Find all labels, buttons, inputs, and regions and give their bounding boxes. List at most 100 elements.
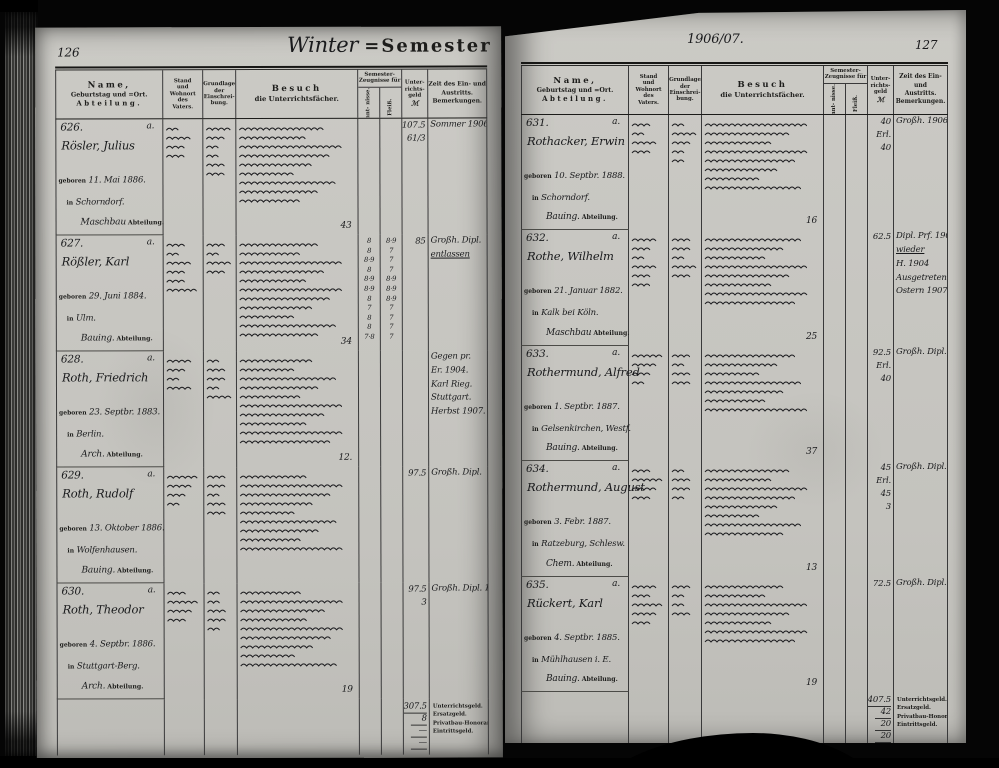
column-header-geld: Unter-richts-geld ℳ: [868, 66, 894, 114]
birth-date-row: geboren 23. Septbr. 1883.: [59, 399, 160, 418]
handwriting-scribble: [206, 493, 220, 497]
footer-empty-cell: [846, 692, 868, 743]
column-header-stand-line: Wohnort: [635, 86, 662, 93]
birth-date-row: geboren 11. Mai 1886.: [58, 167, 145, 186]
department: Arch.: [81, 449, 105, 460]
handwriting-scribble: [206, 359, 220, 363]
column-header-zeit-line: Bemerkungen.: [432, 97, 483, 105]
handwriting-scribble: [165, 127, 179, 132]
handwriting-scribble: [704, 523, 801, 528]
handwriting-block: [704, 348, 821, 414]
column-header-grundlage-line: bung.: [210, 100, 228, 107]
grades-kenntnisse-cell: [359, 466, 382, 583]
tuition-fee: 92.5: [872, 347, 891, 358]
handwriting-scribble: [240, 609, 325, 613]
abteilung-label: Abteilung.: [581, 214, 618, 222]
birth-date-row: geboren 3. Febr. 1887.: [524, 509, 611, 528]
grades-kenntnisse-cell: [824, 115, 846, 231]
subject-total: 13: [805, 562, 817, 573]
handwriting-block: [206, 237, 234, 276]
department-row: Bauing. Abteilung.: [81, 565, 153, 575]
department-row: Bauing. Abteilung.: [546, 674, 618, 684]
column-header-zeit-line: Austritts.: [904, 90, 937, 97]
handwriting-scribble: [206, 270, 226, 274]
subject-total: 37: [805, 447, 817, 458]
handwriting-block: [205, 121, 233, 178]
tuition-fee: 40: [880, 373, 892, 384]
handwriting-scribble: [166, 377, 180, 382]
handwriting-block: [165, 121, 200, 160]
grades-fleiss-cell: [846, 115, 868, 231]
subjects-cell: 25: [702, 230, 824, 346]
grade-kenntnisse: 7·8: [364, 332, 375, 341]
handwriting-scribble: [239, 422, 307, 426]
geboren-label: geboren: [524, 403, 552, 411]
column-header-stand-line: Vaters.: [638, 99, 659, 106]
handwriting-scribble: [671, 469, 685, 474]
birth-date: 11. Mai 1886.: [85, 175, 146, 186]
tuition-fee-cell: [402, 350, 430, 467]
handwriting-scribble: [166, 252, 180, 257]
book-spine: [5, 12, 38, 756]
grade-fleiss: 7: [389, 332, 394, 341]
abteilung-label: Abteilung.: [581, 445, 618, 453]
handwriting-scribble: [704, 487, 808, 492]
handwriting-scribble: [240, 627, 344, 631]
tuition-fee: 107.5: [402, 120, 426, 131]
grade-kenntnisse: 8: [367, 323, 372, 332]
remark-line: Großh. Dipl. 1905.: [896, 462, 947, 473]
handwriting-scribble: [671, 238, 691, 243]
handwriting-block: [671, 117, 699, 165]
handwriting-scribble: [206, 475, 226, 479]
handwriting-scribble: [239, 493, 331, 497]
table-footer-row: 307.5 8— — Unterrichtsgeld. Ersatzgeld. Priva…: [56, 698, 489, 756]
handwriting-block: [238, 121, 355, 205]
scan-border: [0, 758, 999, 768]
abteilung-label: Abteilung.: [127, 219, 165, 227]
fee-legend-line: Unterrichtsgeld.: [432, 703, 483, 710]
entry-annotation: a.: [612, 578, 620, 589]
footer-empty-cell: [629, 692, 669, 743]
entry-number: 628.: [60, 353, 84, 366]
handwriting-scribble: [240, 636, 331, 640]
zeugnisse-wrap: Semester- Zeugnisse für Kennt- nisse. Flei…: [824, 66, 867, 114]
grade-kenntnisse: 8: [367, 265, 372, 274]
semester-title: Winter =Semester: [287, 32, 492, 57]
birth-date-row: geboren 13. Oktober 1886.: [59, 515, 164, 534]
birth-place: Gelsenkirchen, Westf.: [538, 423, 631, 434]
subjects-cell: 16: [702, 115, 824, 231]
handwriting-block: [167, 585, 202, 624]
remark-line: Stuttgart.: [431, 392, 472, 403]
handwriting-scribble: [165, 154, 185, 159]
column-header-name-line: Abteilung.: [542, 93, 608, 103]
entry-number: 626.: [60, 121, 83, 134]
footer-empty-cell: [359, 698, 382, 755]
handwriting-scribble: [239, 288, 343, 292]
geboren-label: geboren: [524, 173, 552, 180]
footer-empty-cell: [381, 698, 404, 755]
abteilung-label: Abteilung.: [576, 560, 613, 568]
abteilung-label: Abteilung.: [106, 451, 143, 459]
father-cell: [629, 576, 669, 693]
handwriting-scribble: [206, 252, 220, 256]
handwriting-scribble: [704, 247, 784, 252]
footer-empty-cell: [669, 692, 702, 743]
father-cell: [629, 461, 669, 577]
handwriting-scribble: [239, 404, 343, 408]
column-header-zeit: Zeit des Ein- und Austritts. Bemerkungen.: [428, 69, 488, 118]
column-header-geld: Unter-richts-geld ℳ: [402, 69, 429, 118]
fee-legend-line: Ersatzgeld.: [432, 711, 467, 718]
handwriting-scribble: [704, 603, 807, 607]
zeugnisse-subcolumns: Kennt- nisse. Fleiß.: [358, 87, 401, 118]
handwriting-scribble: [167, 591, 186, 596]
fee-total-value: 8: [410, 713, 427, 726]
footer-empty-cell: [702, 692, 824, 743]
grades-kenntnisse-cell: [358, 118, 381, 235]
tuition-fee: 45: [880, 463, 892, 474]
enrollment-basis-cell: [203, 351, 238, 468]
grades-kenntnisse-cell: [824, 345, 846, 462]
subjects-cell: 34: [236, 234, 359, 352]
handwriting-block: [704, 232, 821, 307]
subjects-cell: 13: [702, 461, 824, 577]
handwriting-scribble: [671, 603, 685, 607]
